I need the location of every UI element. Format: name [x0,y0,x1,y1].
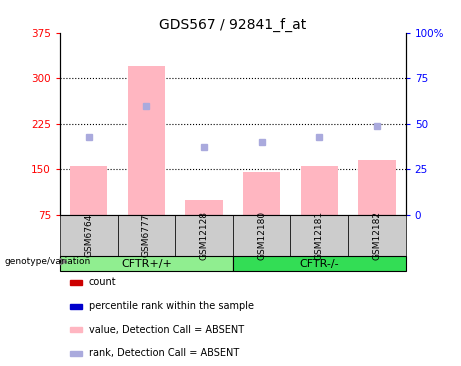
Bar [128,66,165,215]
Bar [70,351,82,356]
Bar [70,303,82,309]
Bar [60,215,118,255]
Bar [185,199,223,215]
Bar [70,327,82,332]
Bar [175,215,233,255]
Bar [118,215,175,255]
Text: count: count [89,277,116,287]
Text: GSM12182: GSM12182 [372,210,381,259]
Title: GDS567 / 92841_f_at: GDS567 / 92841_f_at [159,18,307,32]
Text: GSM12180: GSM12180 [257,210,266,260]
Bar [70,166,107,215]
Bar [233,215,290,255]
Text: GSM12181: GSM12181 [315,210,324,260]
Bar [233,255,406,272]
Text: rank, Detection Call = ABSENT: rank, Detection Call = ABSENT [89,348,239,358]
Text: GSM12128: GSM12128 [200,210,208,259]
Bar [301,166,338,215]
Text: value, Detection Call = ABSENT: value, Detection Call = ABSENT [89,325,244,335]
Text: GSM6764: GSM6764 [84,213,93,257]
Bar [70,280,82,285]
Text: percentile rank within the sample: percentile rank within the sample [89,301,254,311]
Text: GSM6777: GSM6777 [142,213,151,257]
Text: CFTR+/+: CFTR+/+ [121,258,172,269]
Bar [243,172,280,215]
Bar [60,255,233,272]
Bar [290,215,348,255]
Text: CFTR-/-: CFTR-/- [300,258,339,269]
Text: genotype/variation: genotype/variation [5,257,91,266]
Bar [348,215,406,255]
Bar [358,160,396,215]
